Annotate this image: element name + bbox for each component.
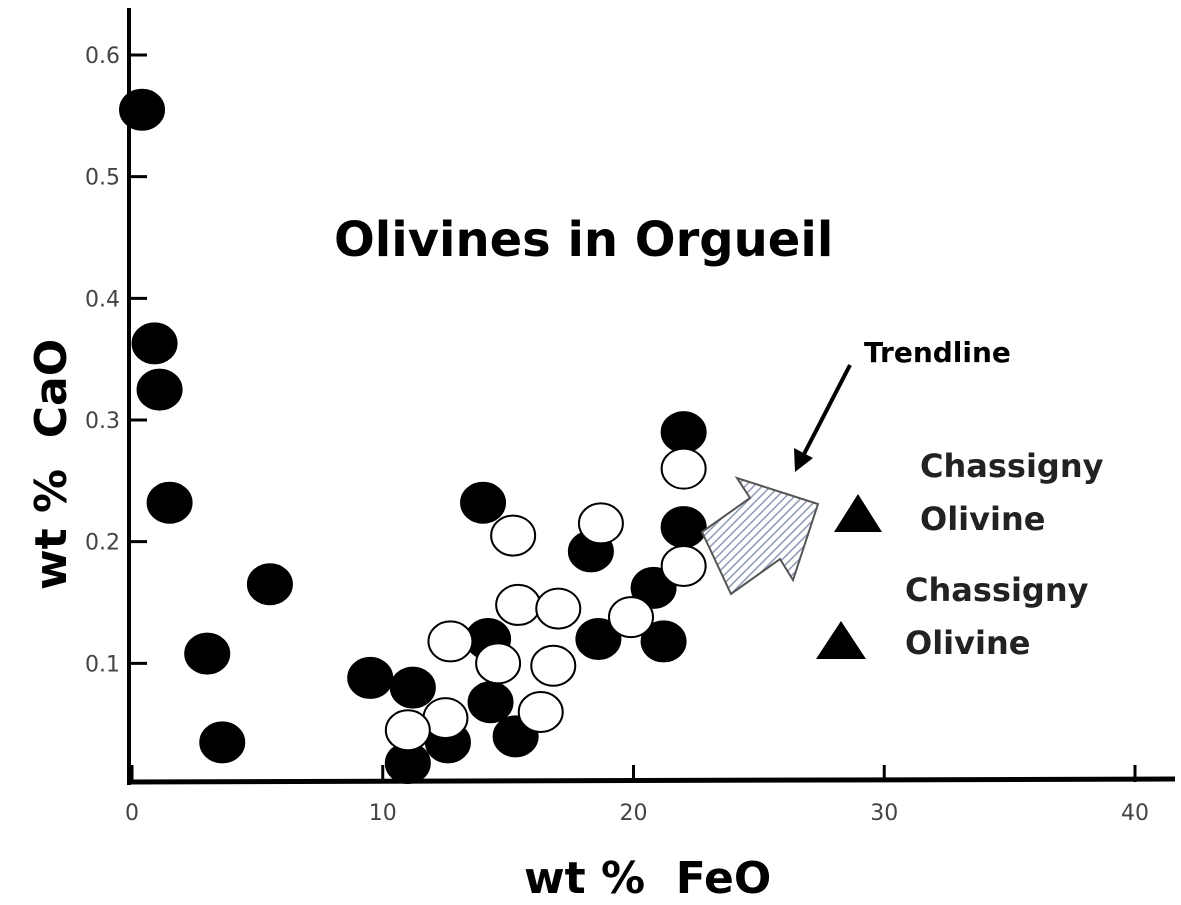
filled-circle-point <box>660 411 707 454</box>
open-circle-point <box>517 691 564 733</box>
open-circle-point <box>490 514 537 557</box>
open-circle-point <box>495 583 542 626</box>
chassigny-label-1a: Chassigny <box>920 447 1104 485</box>
filled-circle-point <box>389 666 436 709</box>
open-circle-point <box>384 709 431 752</box>
chassigny-label-1b: Olivine <box>920 500 1045 538</box>
y-axis-ticks: 0.1 0.2 0.3 0.4 0.5 0.6 <box>85 44 147 677</box>
filled-circle-point <box>246 563 293 606</box>
filled-circle-point <box>630 566 677 609</box>
open-circle-point <box>607 596 654 639</box>
filled-circle-point <box>119 88 166 131</box>
x-tick-label: 20 <box>620 801 648 826</box>
filled-circle-point <box>467 681 514 724</box>
data-points <box>119 88 707 785</box>
filled-circle-point <box>640 620 687 663</box>
x-axis-line <box>126 776 1176 785</box>
chassigny-marker-1 <box>834 494 882 532</box>
y-tick-label: 0.6 <box>85 44 120 69</box>
y-axis-label: wt % CaO <box>26 339 77 590</box>
open-circle-point <box>577 502 624 545</box>
open-circle-point <box>660 545 707 587</box>
trendline-pointer-head <box>794 448 813 472</box>
open-circle-point <box>660 447 707 490</box>
filled-circle-point <box>184 632 231 675</box>
y-tick-label: 0.4 <box>85 287 120 312</box>
chassigny-label-2a: Chassigny <box>905 571 1089 609</box>
x-tick-label: 10 <box>369 801 397 826</box>
x-axis-label: wt % FeO <box>524 853 771 904</box>
y-tick-label: 0.1 <box>85 652 120 677</box>
filled-circle-point <box>146 481 193 524</box>
y-tick-label: 0.3 <box>85 409 120 434</box>
trendline-label: Trendline <box>864 336 1011 369</box>
filled-circle-point <box>660 506 707 549</box>
filled-circle-point <box>131 322 178 365</box>
filled-circle-point <box>575 618 622 660</box>
open-circle-point <box>530 644 577 687</box>
trendline-pointer-line <box>800 364 852 459</box>
chart-title: Olivines in Orgueil <box>334 212 833 268</box>
chassigny-label-2b: Olivine <box>905 624 1030 662</box>
x-tick-label: 40 <box>1121 801 1149 826</box>
filled-circle-point <box>136 368 183 411</box>
filled-circle-point <box>347 656 394 699</box>
open-circle-point <box>427 620 474 663</box>
open-circle-point <box>475 642 522 685</box>
x-axis-ticks: 0 10 20 30 40 <box>125 765 1149 826</box>
filled-circle-point <box>460 481 507 524</box>
x-tick-label: 30 <box>870 801 898 826</box>
y-tick-label: 0.5 <box>85 166 120 191</box>
trend-arrow <box>700 476 820 596</box>
y-tick-label: 0.2 <box>85 531 120 556</box>
filled-circle-point <box>199 721 246 764</box>
x-tick-label: 0 <box>125 801 139 826</box>
chassigny-marker-2 <box>816 621 866 659</box>
open-circle-point <box>535 587 582 630</box>
